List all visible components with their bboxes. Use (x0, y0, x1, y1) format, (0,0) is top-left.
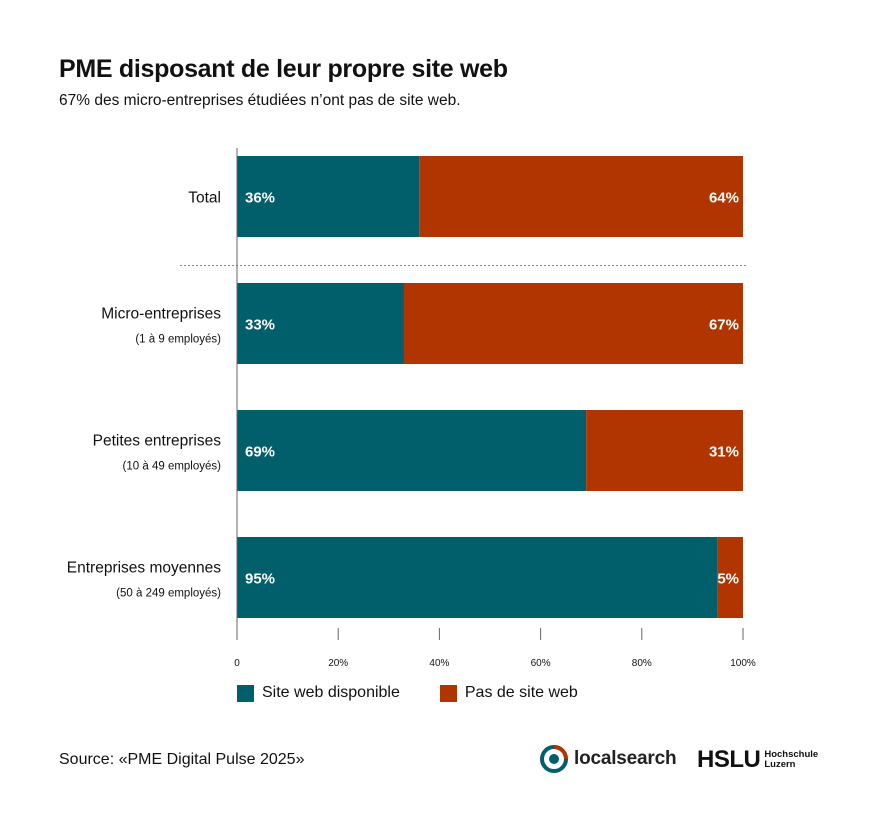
x-tick-label-3: 60% (531, 658, 551, 669)
legend-label-site-web: Site web disponible (262, 684, 400, 701)
bar-pas-de-site-0 (419, 156, 743, 237)
value-label-site-web-0: 36% (245, 190, 275, 207)
value-label-pas-de-site-1: 67% (709, 317, 739, 334)
hslu-logo-main: HSLU (697, 746, 761, 773)
category-sublabel-1: (1 à 9 employés) (135, 334, 221, 346)
hslu-logo-sub1: Hochschule (764, 749, 819, 760)
hslu-logo: HSLU Hochschule Luzern (697, 748, 818, 772)
chart-legend: Site web disponible Pas de site web (237, 684, 618, 702)
category-label-0: Total (188, 190, 221, 207)
legend-item-site-web: Site web disponible (237, 684, 400, 702)
x-tick-label-1: 20% (328, 658, 348, 669)
value-label-pas-de-site-2: 31% (709, 444, 739, 461)
category-sublabel-3: (50 à 249 employés) (116, 588, 221, 600)
legend-swatch-site-web (237, 684, 254, 702)
bar-chart: 36% 64% Total 33% 67% Micro-entreprises (1 à 9… (67, 148, 756, 669)
hslu-logo-sub2: Luzern (764, 759, 796, 770)
bar-pas-de-site-1 (403, 283, 743, 364)
hslu-logo-sub: Hochschule Luzern (764, 750, 818, 770)
x-tick-label-4: 80% (632, 658, 652, 669)
source-note: Source: «PME Digital Pulse 2025» (59, 751, 305, 768)
bar-site-web-3 (237, 537, 718, 618)
legend-label-pas-de-site: Pas de site web (464, 684, 578, 701)
value-label-site-web-2: 69% (245, 444, 275, 461)
category-sublabel-2: (10 à 49 employés) (123, 461, 222, 473)
value-label-pas-de-site-3: 5% (717, 571, 739, 588)
value-label-site-web-1: 33% (245, 317, 275, 334)
bar-site-web-0 (237, 156, 420, 237)
bar-pas-de-site-3 (717, 537, 743, 618)
chart-title: PME disposant de leur propre site web (59, 55, 508, 83)
x-tick-label-0: 0 (234, 658, 240, 669)
localsearch-logo-text: localsearch (574, 748, 677, 769)
category-label-2: Petites entreprises (93, 433, 222, 450)
localsearch-logo-icon (540, 745, 568, 773)
category-label-3: Entreprises moyennes (67, 560, 221, 577)
category-label-1: Micro-entreprises (101, 306, 221, 323)
x-tick-label-5: 100% (730, 658, 756, 669)
bar-pas-de-site-2 (586, 410, 743, 491)
value-label-pas-de-site-0: 64% (709, 190, 739, 207)
legend-swatch-pas-de-site (439, 684, 457, 702)
value-label-site-web-3: 95% (245, 571, 275, 588)
chart-subtitle: 67% des micro-entreprises étudiées n’ont… (59, 92, 461, 109)
legend-item-pas-de-site: Pas de site web (439, 684, 578, 702)
x-tick-label-2: 40% (429, 658, 449, 669)
bar-site-web-1 (237, 283, 404, 364)
localsearch-logo: localsearch (540, 745, 677, 773)
bar-site-web-2 (237, 410, 587, 491)
